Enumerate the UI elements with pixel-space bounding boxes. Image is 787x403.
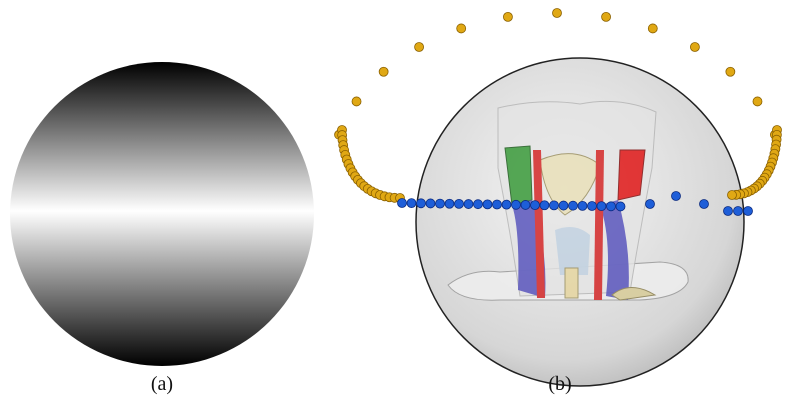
trajectory-point <box>753 97 762 106</box>
sample-point <box>483 200 492 209</box>
sample-point <box>559 201 568 210</box>
panel-b: (b) <box>335 9 782 396</box>
trajectory-point <box>379 67 388 76</box>
panel-a: (a) <box>10 62 314 395</box>
sample-point <box>464 200 473 209</box>
sample-point <box>588 202 597 211</box>
trajectory-point <box>352 97 361 106</box>
sample-point <box>502 200 511 209</box>
sample-point <box>616 202 625 211</box>
sample-point <box>578 201 587 210</box>
figure: (a) (b) <box>0 0 787 403</box>
sample-point <box>474 200 483 209</box>
sample-point <box>569 201 578 210</box>
sample-point <box>398 199 407 208</box>
trajectory-point <box>415 42 424 51</box>
trajectory-point <box>728 191 737 200</box>
panel-label: (a) <box>151 373 173 395</box>
sample-point <box>512 200 521 209</box>
sample-point <box>493 200 502 209</box>
gradient-sphere <box>10 62 314 366</box>
sample-point <box>426 199 435 208</box>
trajectory-point <box>726 67 735 76</box>
sample-point <box>597 202 606 211</box>
sample-point <box>724 207 733 216</box>
sample-point <box>417 199 426 208</box>
trajectory-point <box>602 12 611 21</box>
panel-label: (b) <box>548 373 571 395</box>
sample-point <box>455 199 464 208</box>
sample-point <box>734 207 743 216</box>
sample-point <box>445 199 454 208</box>
sample-point <box>700 200 709 209</box>
sample-point <box>531 201 540 210</box>
sample-point <box>407 199 416 208</box>
sample-point <box>540 201 549 210</box>
trajectory-point <box>457 24 466 33</box>
sample-point <box>672 192 681 201</box>
sample-point <box>521 200 530 209</box>
trajectory-point <box>690 42 699 51</box>
sample-point <box>436 199 445 208</box>
sample-point <box>607 202 616 211</box>
sample-point <box>744 207 753 216</box>
trajectory-point <box>503 12 512 21</box>
sample-point <box>646 200 655 209</box>
trajectory-point <box>648 24 657 33</box>
sample-point <box>550 201 559 210</box>
trajectory-point <box>553 9 562 18</box>
